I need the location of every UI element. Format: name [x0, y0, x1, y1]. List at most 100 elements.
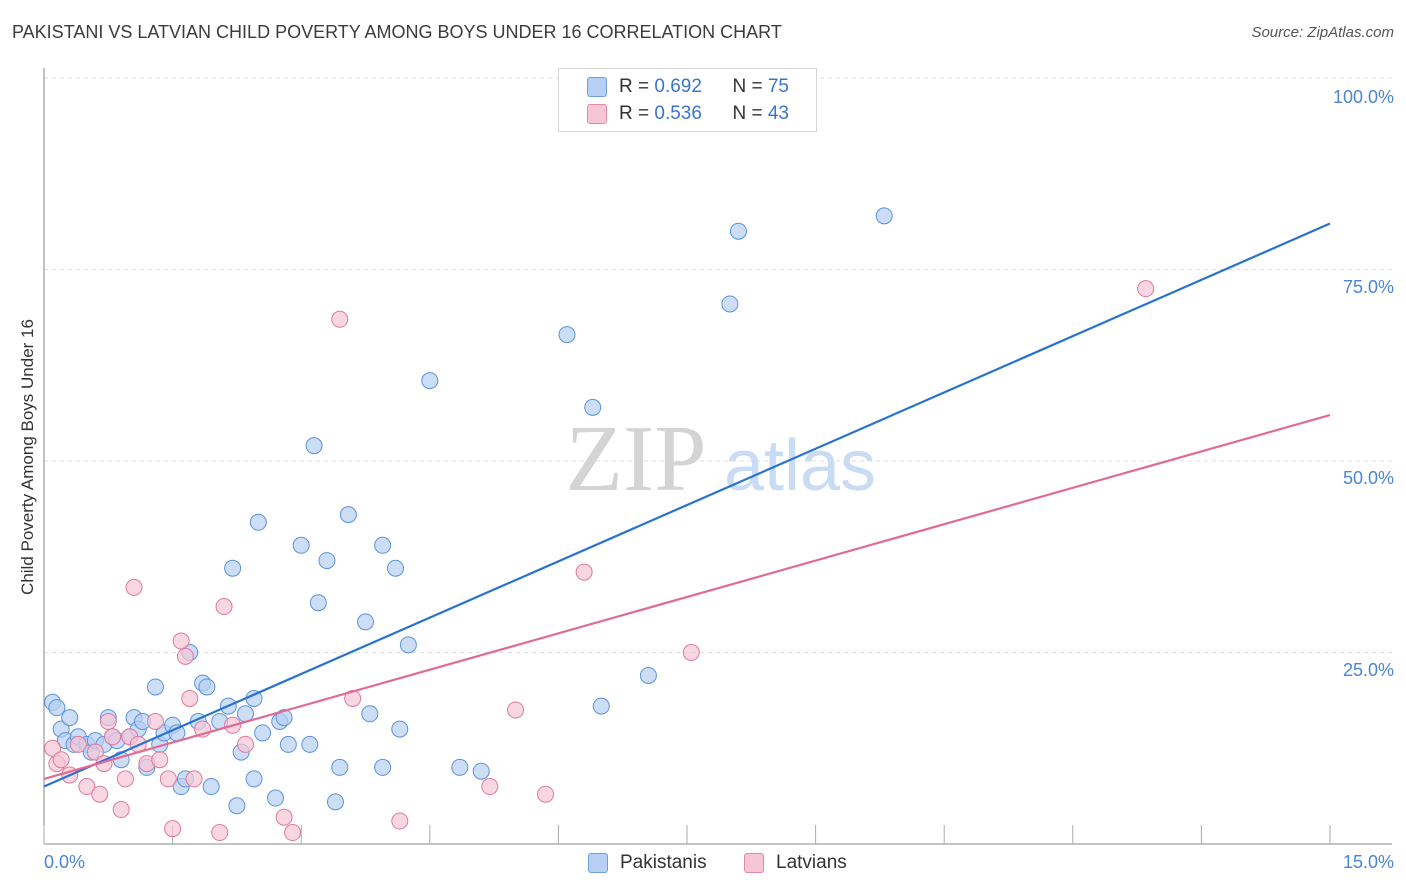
latvians-point: [159, 770, 177, 788]
pakistanis-point: [198, 678, 216, 696]
pakistanis-point: [309, 594, 327, 612]
latvians-point: [116, 770, 134, 788]
pakistanis-point: [472, 762, 490, 780]
pakistanis-point: [254, 724, 272, 742]
pakistanis-point: [305, 437, 323, 455]
pakistanis-trend-line: [43, 222, 1331, 788]
pakistanis-point: [202, 778, 220, 796]
pakistanis-point: [318, 552, 336, 570]
pakistanis-point: [339, 506, 357, 524]
pakistanis-point: [558, 326, 576, 344]
latvians-point: [52, 751, 70, 769]
latvians-point: [682, 644, 700, 661]
pakistanis-point: [592, 697, 610, 715]
pakistanis-point: [249, 513, 267, 531]
pakistanis-point: [421, 372, 439, 390]
pakistanis-point: [451, 758, 469, 776]
pakistanis-point: [399, 636, 417, 654]
latvians-trend-line: [43, 413, 1331, 780]
pakistanis-point: [391, 720, 409, 738]
legend-swatch-pakistanis: [587, 77, 607, 97]
latvians-point: [104, 728, 122, 746]
latvians-point: [91, 785, 109, 803]
legend-swatch-latvians: [587, 104, 607, 124]
bottom-legend-pakistanis: Pakistanis: [620, 852, 707, 873]
pakistanis-point: [584, 398, 602, 416]
pakistanis-point: [245, 770, 263, 788]
watermark: ZIP atlas: [566, 407, 877, 511]
bottom-legend-swatch-pakistanis: [588, 853, 608, 873]
source-label: Source: ZipAtlas.com: [1251, 24, 1394, 41]
y-tick-25: 25.0%: [1342, 660, 1394, 680]
pakistanis-point: [266, 789, 284, 807]
legend-row-pakistanis: R = 0.692 N = 75: [619, 76, 789, 98]
pakistanis-point: [224, 559, 242, 577]
watermark-atlas: atlas: [724, 426, 876, 506]
pakistanis-point: [387, 559, 405, 577]
axes: [43, 68, 1392, 845]
pakistanis-point: [61, 709, 79, 727]
latvians-point: [181, 689, 199, 707]
pakistanis-point: [374, 536, 392, 554]
pakistanis-point: [228, 797, 246, 815]
pakistanis-point: [146, 678, 164, 696]
correlation-legend: R = 0.692 N = 75 R = 0.536 N = 43: [558, 68, 817, 132]
latvians-point: [69, 735, 87, 753]
latvians-point: [215, 598, 233, 616]
legend-row-latvians: R = 0.536 N = 43: [619, 103, 789, 125]
pakistanis-point: [279, 735, 297, 753]
latvians-point: [172, 632, 190, 650]
legend-n-label: N =: [732, 103, 768, 124]
pakistanis-point: [357, 613, 374, 631]
pakistanis-point: [301, 735, 319, 753]
legend-r-label: R =: [619, 76, 655, 97]
chart-title: PAKISTANI VS LATVIAN CHILD POVERTY AMONG…: [12, 22, 782, 42]
legend-n-value: 75: [767, 76, 789, 97]
pakistanis-point: [729, 222, 747, 240]
gridlines: [44, 77, 1392, 653]
latvians-point: [507, 701, 525, 719]
pakistanis-point: [326, 793, 344, 811]
latvians-point: [112, 801, 130, 819]
latvians-point: [146, 712, 164, 730]
pakistanis-point: [331, 758, 349, 776]
latvians-point: [125, 578, 143, 596]
latvians-point: [331, 310, 349, 328]
latvians-point: [575, 563, 593, 581]
y-tick-75: 75.0%: [1342, 277, 1394, 297]
x-tick-max: 15.0%: [1342, 852, 1394, 872]
legend-r-label: R =: [619, 103, 655, 124]
latvians-point: [151, 751, 169, 769]
pakistanis-point: [639, 666, 657, 684]
y-tick-100: 100.0%: [1332, 87, 1394, 107]
pakistanis-point: [374, 758, 392, 776]
latvians-point: [1137, 280, 1155, 298]
latvians-point: [86, 743, 104, 761]
trend-lines: [43, 222, 1331, 788]
latvians-point: [275, 808, 293, 826]
latvians-point: [236, 735, 254, 753]
pakistanis-point: [275, 709, 293, 727]
latvians-point: [176, 647, 194, 665]
latvians-point: [185, 770, 203, 788]
pakistanis-point: [361, 705, 379, 723]
y-tick-50: 50.0%: [1342, 468, 1394, 488]
data-points: [44, 207, 1155, 842]
latvians-point: [481, 778, 499, 796]
x-tick-min: 0.0%: [44, 852, 86, 872]
pakistanis-point: [721, 295, 739, 313]
latvians-point: [164, 820, 182, 838]
latvians-point: [284, 824, 302, 842]
bottom-legend-latvians: Latvians: [776, 852, 847, 873]
latvians-point: [391, 812, 409, 830]
legend-n-label: N =: [732, 76, 768, 97]
latvians-point: [78, 778, 96, 796]
pakistanis-point: [875, 207, 893, 225]
latvians-point: [537, 785, 555, 803]
pakistanis-point: [48, 699, 66, 717]
legend-r-value: 0.536: [654, 103, 702, 124]
legend-n-value: 43: [767, 103, 789, 124]
bottom-legend-swatch-latvians: [744, 853, 764, 873]
watermark-zip: ZIP: [566, 407, 707, 511]
